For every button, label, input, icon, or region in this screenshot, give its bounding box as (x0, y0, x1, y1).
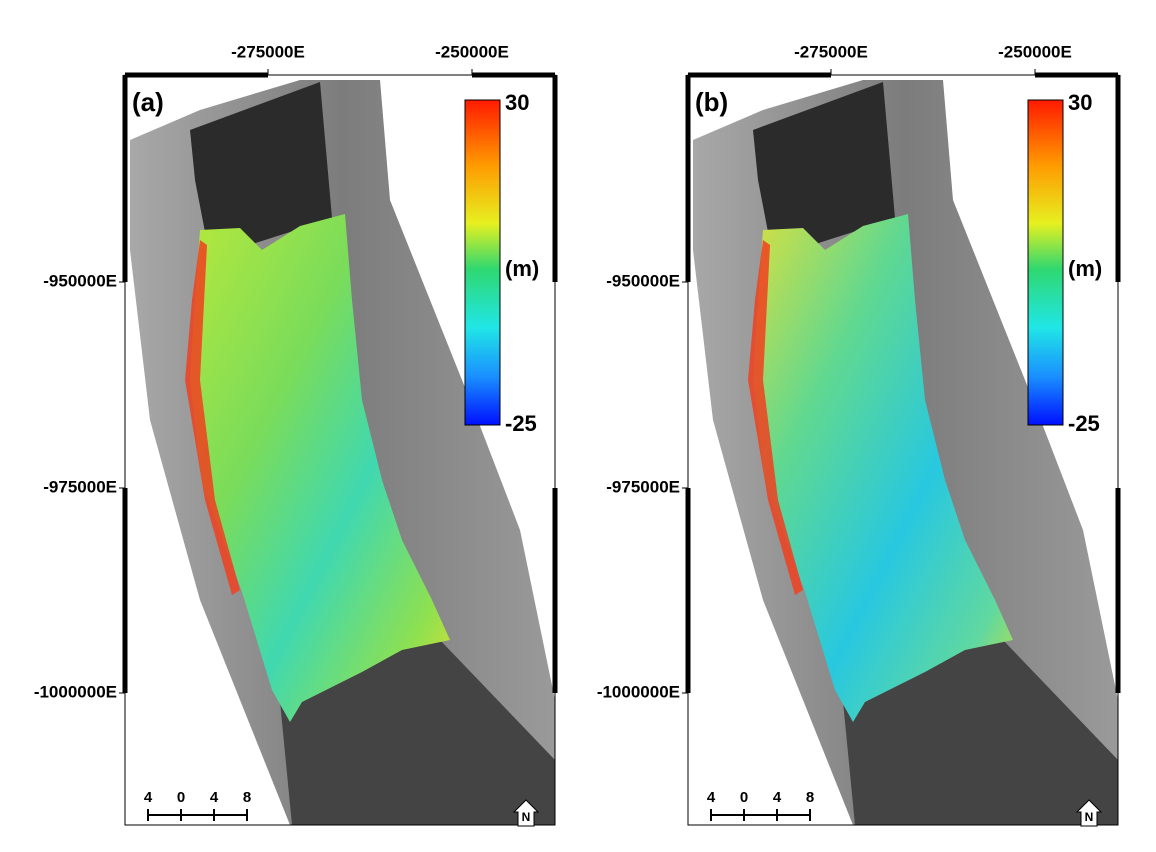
scale-label: 4 (773, 789, 782, 806)
glacier-elevation-change (753, 214, 1013, 722)
y-tick-label: -950000E (606, 271, 680, 290)
glacier-margin (185, 240, 240, 595)
colorbar-min: -25 (1068, 411, 1100, 436)
scale-label: 8 (806, 789, 814, 806)
north-label: N (1085, 810, 1094, 824)
y-tick-label: -950000E (43, 271, 117, 290)
y-tick-label: -975000E (606, 477, 680, 496)
open-water (190, 82, 332, 248)
x-tick-label: -275000E (231, 42, 305, 61)
colorbar-min: -25 (505, 411, 537, 436)
colorbar (464, 99, 501, 426)
x-tick-label: -275000E (794, 42, 868, 61)
panel-label: (b) (695, 87, 728, 117)
colorbar-max: 30 (505, 90, 529, 115)
colorbar-unit: (m) (1068, 256, 1102, 281)
panel-label: (a) (132, 87, 164, 117)
x-tick-label: -250000E (435, 42, 509, 61)
y-tick-label: -1000000E (34, 682, 117, 701)
north-arrow (1075, 799, 1103, 827)
colorbar-unit: (m) (505, 256, 539, 281)
map-panel: -275000E -250000E -950000E -975000E -1000000… (34, 42, 558, 827)
scale-label: 4 (144, 789, 153, 806)
colorbar-max: 30 (1068, 90, 1092, 115)
y-tick-label: -975000E (43, 477, 117, 496)
lower-region (275, 640, 555, 825)
scale-label: 8 (243, 789, 251, 806)
scale-label: 4 (707, 789, 716, 806)
map-frame (687, 74, 1119, 826)
scale-label: 0 (177, 789, 185, 806)
y-tick-label: -1000000E (597, 682, 680, 701)
glacier-margin (748, 240, 803, 595)
north-label: N (522, 810, 531, 824)
glacier-elevation-change (190, 214, 450, 722)
x-tick-label: -250000E (998, 42, 1072, 61)
map-frame (124, 74, 556, 826)
lower-region (838, 640, 1118, 825)
map-panel: -275000E -250000E -950000E -975000E -1000000… (597, 42, 1121, 827)
colorbar (1027, 99, 1064, 426)
scale-label: 4 (210, 789, 219, 806)
north-arrow (512, 799, 540, 827)
open-water (753, 82, 895, 248)
scale-label: 0 (740, 789, 748, 806)
